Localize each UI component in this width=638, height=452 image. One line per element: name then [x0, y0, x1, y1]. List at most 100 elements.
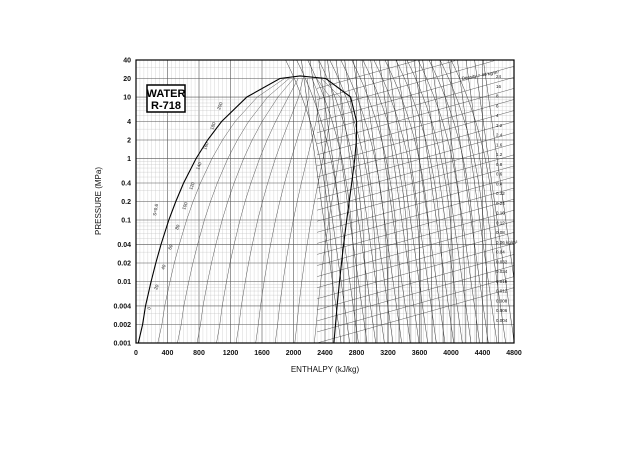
density-label: 0.24 [496, 201, 505, 206]
density-label: 0.024 [496, 269, 508, 274]
density-line [317, 176, 515, 233]
property-curves [157, 59, 515, 344]
density-label: 0.004 [496, 318, 508, 323]
x-tick-label: 2000 [286, 350, 302, 357]
density-label: 0.008 [496, 299, 508, 304]
density-label: 0.4 [496, 181, 503, 186]
x-axis-label: ENTHALPY (kJ/kg) [291, 365, 360, 374]
temperature-label: 200 [216, 101, 223, 110]
y-tick-label: 10 [123, 95, 131, 102]
isentrope-curve [344, 59, 385, 344]
density-line [317, 99, 515, 155]
isentrope-curve [301, 59, 342, 344]
isotherm-curve [439, 59, 488, 343]
x-tick-label: 3600 [412, 350, 428, 357]
x-tick-label: 4400 [475, 350, 491, 357]
y-tick-label: 1 [127, 156, 131, 163]
quality-line [216, 78, 299, 344]
quality-line [177, 78, 290, 344]
temperature-label: 160 [202, 141, 209, 150]
isentrope-curve [379, 59, 420, 344]
isotherm-curve [329, 59, 378, 343]
y-axis-label: PRESSURE (MPa) [94, 167, 103, 235]
density-line [317, 143, 515, 200]
y-tick-label: 0.2 [121, 199, 131, 206]
density-label: 0.16 [496, 211, 505, 216]
density-line [317, 154, 515, 211]
isentrope-curve [327, 59, 368, 344]
y-tick-label: 20 [123, 76, 131, 83]
y-tick-label: 0.1 [121, 218, 131, 225]
density-line [317, 243, 515, 299]
y-tick-labels: 0.001 0.002 0.004 0.01 0.02 0.04 0.1 0.2 0.4 1 2 4 1… [113, 58, 131, 348]
density-label: 8 [496, 94, 499, 99]
density-label: 0.012 [496, 289, 508, 294]
y-tick-label: 4 [127, 119, 131, 126]
quality-line [294, 78, 331, 344]
isotherm-curve [373, 59, 422, 343]
quality-line [196, 78, 294, 344]
density-unit-label: Density = 40 kg/m³ [461, 69, 499, 81]
density-line [317, 265, 515, 322]
density-label: 0.12 [496, 220, 505, 225]
density-line [317, 198, 515, 255]
x-tick-label: 1600 [254, 350, 270, 357]
x-tick-label: 0 [134, 350, 138, 357]
isentrope-curve [448, 59, 489, 344]
density-label: 2.4 [496, 133, 503, 138]
isentrope-curve [335, 59, 376, 344]
plot-frame [135, 59, 515, 344]
density-label: 24 [496, 74, 502, 79]
isentrope-curve [370, 59, 411, 344]
isotherm-curve [395, 59, 444, 343]
isotherm-curve [318, 59, 367, 343]
density-label: 0.032 [496, 259, 508, 264]
density-line [317, 210, 515, 266]
isotherm-curve [417, 59, 466, 343]
density-label: 0.6 [496, 172, 503, 177]
isentrope-curve [465, 59, 506, 344]
temperature-label: 40 [160, 263, 167, 270]
density-label: 0.06 kg/m³ [496, 240, 518, 245]
isentrope-curve [396, 59, 437, 344]
isentrope-curve [353, 59, 394, 344]
density-line [317, 66, 515, 122]
density-label: 0.016 [496, 279, 508, 284]
isotherm-curve [340, 59, 389, 343]
density-line [317, 276, 515, 333]
density-line [317, 88, 515, 144]
temperature-label: 140 [195, 161, 202, 170]
temperature-label: 0 [146, 306, 152, 311]
isotherm-curve [351, 59, 400, 343]
y-tick-label: 0.04 [117, 242, 131, 249]
density-label: 0.8 [496, 162, 503, 167]
density-label: 0.08 [496, 230, 505, 235]
y-tick-label: 0.001 [113, 341, 131, 348]
saturation-curve [137, 75, 358, 344]
isotherm-curve [296, 59, 345, 343]
y-tick-label: 0.004 [113, 304, 131, 311]
density-line [317, 165, 515, 222]
isentrope-curve [457, 59, 498, 344]
y-tick-label: 2 [127, 138, 131, 145]
density-label: 1.2 [496, 152, 503, 157]
density-line [317, 77, 515, 133]
density-line [317, 60, 495, 111]
title-box: WATER R-718 [146, 84, 186, 113]
isotherm-curve [450, 59, 499, 344]
isentrope-curve [474, 59, 515, 344]
y-tick-label: 40 [123, 58, 131, 65]
quality-label: S=0.6 [152, 203, 159, 216]
quality-line [235, 78, 304, 344]
title-line-2: R-718 [151, 100, 181, 112]
y-tick-label: 0.002 [113, 322, 131, 329]
density-line [317, 132, 515, 189]
x-tick-label: 1200 [223, 350, 239, 357]
temperature-label: 180 [209, 121, 216, 130]
density-label: 0.04 [496, 250, 505, 255]
isentrope-curve [405, 59, 446, 344]
density-line [317, 110, 515, 167]
temperature-label: 60 [167, 243, 174, 250]
x-tick-label: 4800 [506, 350, 522, 357]
temperature-label: 120 [188, 181, 195, 190]
